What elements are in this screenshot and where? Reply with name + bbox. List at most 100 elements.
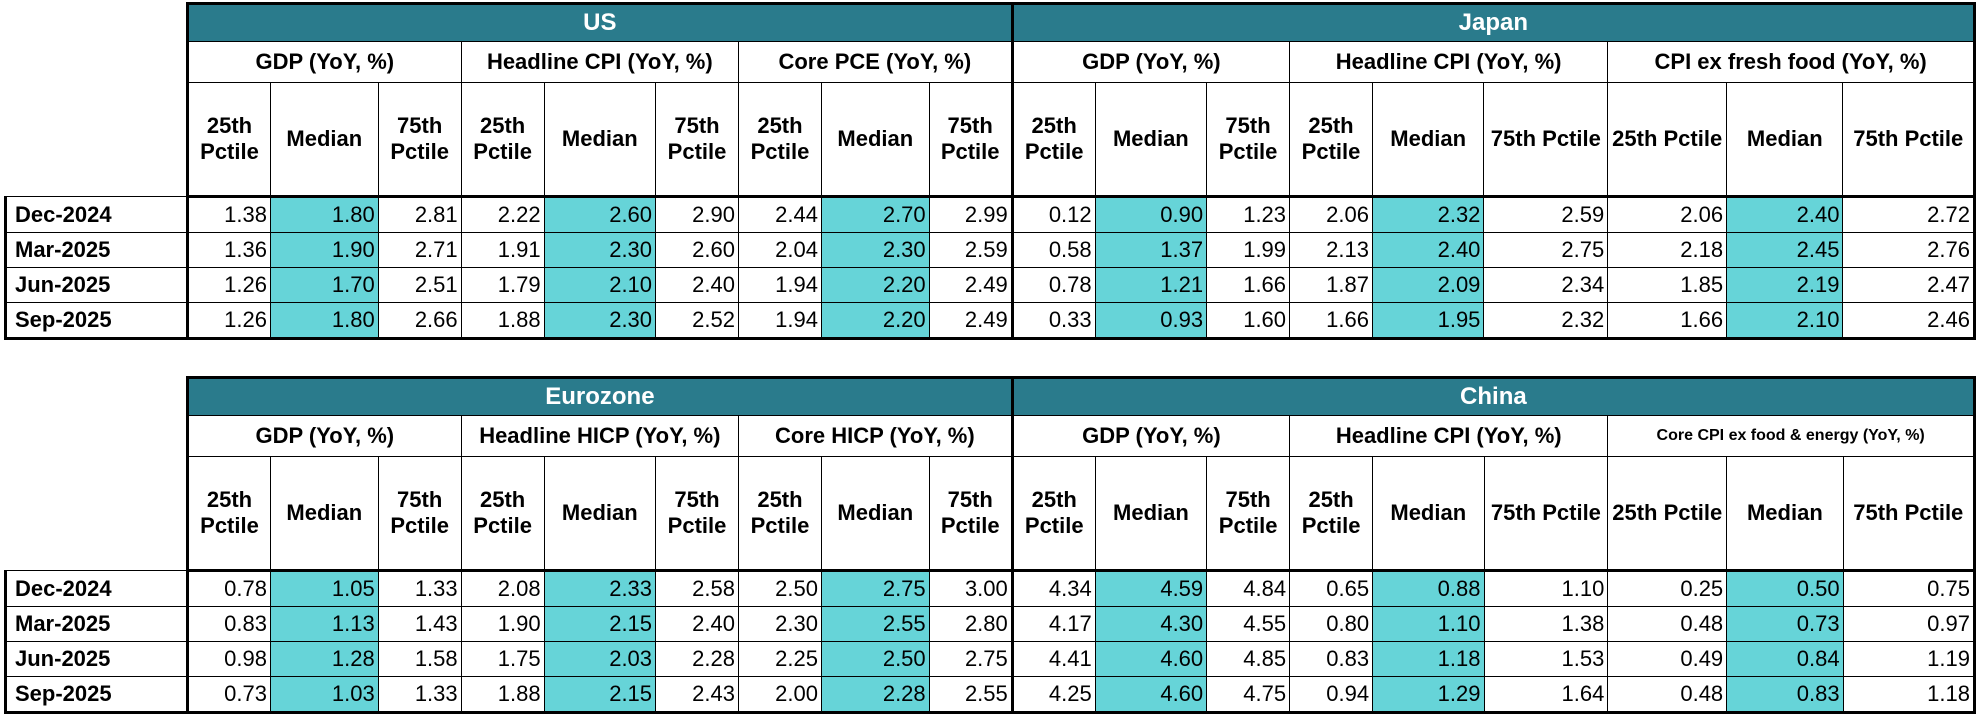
percentile-cell: 2.75 (929, 641, 1014, 677)
percentile-cell: 2.66 (378, 302, 462, 340)
percentile-cell: 2.52 (655, 302, 739, 340)
percentile-cell: 0.12 (1010, 196, 1096, 233)
row-label: Dec-2024 (3, 570, 189, 607)
median-cell: 2.15 (544, 676, 657, 714)
percentile-header: Median (1095, 82, 1208, 198)
median-cell: 2.30 (544, 302, 657, 340)
table-row: Mar-2025 0.83 1.13 1.43 1.90 2.15 2.40 2.30 2.55… (3, 606, 1977, 642)
percentile-cell: 2.00 (738, 676, 822, 714)
percentile-header: 25th Pctile (461, 456, 545, 572)
median-cell: 4.59 (1095, 570, 1208, 607)
median-cell: 2.40 (1372, 232, 1485, 268)
percentile-cell: 2.08 (461, 570, 545, 607)
region-header: China (1010, 376, 1977, 416)
percentile-cell: 0.58 (1010, 232, 1096, 268)
median-cell: 1.90 (270, 232, 379, 268)
percentile-cell: 2.40 (655, 267, 739, 303)
percentile-cell: 2.06 (1289, 196, 1373, 233)
percentile-cell: 1.38 (1484, 606, 1609, 642)
median-cell: 4.30 (1095, 606, 1208, 642)
median-cell: 2.75 (821, 570, 930, 607)
percentile-cell: 1.43 (378, 606, 462, 642)
median-cell: 2.40 (1726, 196, 1844, 233)
percentile-cell: 0.83 (186, 606, 271, 642)
percentile-cell: 1.60 (1206, 302, 1291, 340)
median-cell: 0.83 (1726, 676, 1844, 714)
percentile-cell: 4.25 (1010, 676, 1096, 714)
percentile-cell: 1.36 (186, 232, 271, 268)
percentile-cell: 2.46 (1842, 302, 1976, 340)
percentile-header: 25th Pctile (738, 456, 822, 572)
median-cell: 1.80 (270, 196, 379, 233)
percentile-cell: 2.59 (1483, 196, 1609, 233)
percentile-cell: 1.33 (378, 570, 462, 607)
table-row: Jun-2025 1.26 1.70 2.51 1.79 2.10 2.40 1.94 2.20… (3, 267, 1976, 303)
median-cell: 2.10 (1726, 302, 1844, 340)
metric-header: GDP (YoY, %) (186, 415, 462, 457)
percentile-cell: 0.80 (1289, 606, 1374, 642)
median-cell: 2.10 (544, 267, 657, 303)
row-label: Mar-2025 (3, 606, 189, 642)
percentile-cell: 2.71 (378, 232, 462, 268)
metric-header: GDP (YoY, %) (1010, 41, 1291, 83)
percentile-cell: 1.79 (461, 267, 545, 303)
percentile-cell: 2.18 (1607, 232, 1728, 268)
percentile-cell: 2.22 (461, 196, 545, 233)
percentile-cell: 1.38 (186, 196, 271, 233)
percentile-cell: 4.41 (1010, 641, 1096, 677)
percentile-cell: 1.75 (461, 641, 545, 677)
percentile-cell: 1.18 (1843, 676, 1977, 714)
percentile-header: 75th Pctile (1843, 456, 1977, 572)
median-cell: 1.37 (1095, 232, 1208, 268)
table-row: Jun-2025 0.98 1.28 1.58 1.75 2.03 2.28 2.25 2.50… (3, 641, 1977, 677)
percentile-cell: 2.13 (1289, 232, 1373, 268)
percentile-header: Median (821, 456, 930, 572)
percentile-header: 25th Pctile (186, 82, 271, 198)
percentile-header: 75th Pctile (1206, 82, 1291, 198)
percentile-cell: 2.32 (1483, 302, 1609, 340)
metric-header: Headline CPI (YoY, %) (461, 41, 739, 83)
percentile-cell: 4.34 (1010, 570, 1096, 607)
metric-header: GDP (YoY, %) (1010, 415, 1291, 457)
percentile-cell: 0.48 (1607, 676, 1728, 714)
percentile-cell: 0.97 (1843, 606, 1977, 642)
region-header: US (186, 2, 1013, 42)
percentile-cell: 1.10 (1484, 570, 1609, 607)
percentile-cell: 2.75 (1483, 232, 1609, 268)
percentile-cell: 2.80 (929, 606, 1014, 642)
median-cell: 2.50 (821, 641, 930, 677)
percentile-header: 25th Pctile (1289, 456, 1374, 572)
percentile-header: Median (1372, 456, 1485, 572)
median-cell: 0.84 (1726, 641, 1844, 677)
region-header: Japan (1010, 2, 1977, 42)
median-cell: 2.32 (1372, 196, 1485, 233)
median-cell: 2.03 (544, 641, 657, 677)
percentile-cell: 1.94 (738, 267, 822, 303)
percentile-cell: 1.53 (1484, 641, 1609, 677)
table-row: Dec-2024 0.78 1.05 1.33 2.08 2.33 2.58 2.50 2.75… (3, 570, 1977, 607)
median-cell: 0.90 (1095, 196, 1208, 233)
percentile-cell: 3.00 (929, 570, 1014, 607)
corner-blank (6, 416, 188, 457)
percentile-header: 75th Pctile (929, 82, 1013, 198)
percentile-header: 25th Pctile (1010, 456, 1096, 572)
corner-blank (6, 378, 188, 416)
median-cell: 0.93 (1095, 302, 1208, 340)
forecast-table-eurozone-china: Eurozone China GDP (YoY, %) Headline HICP (… (3, 376, 1977, 714)
percentile-cell: 1.66 (1607, 302, 1728, 340)
percentile-cell: 0.49 (1607, 641, 1728, 677)
percentile-cell: 1.85 (1607, 267, 1728, 303)
percentile-cell: 2.76 (1842, 232, 1976, 268)
percentile-cell: 2.49 (929, 267, 1014, 303)
forecast-table: US Japan GDP (YoY, %) Headline CPI (YoY, %)… (3, 2, 1977, 340)
percentile-cell: 2.81 (378, 196, 462, 233)
percentile-cell: 1.91 (461, 232, 545, 268)
median-cell: 4.60 (1095, 641, 1208, 677)
percentile-cell: 2.99 (929, 196, 1014, 233)
table-row: Mar-2025 1.36 1.90 2.71 1.91 2.30 2.60 2.04 2.30… (3, 232, 1976, 268)
percentile-cell: 0.33 (1010, 302, 1096, 340)
row-label: Jun-2025 (3, 267, 189, 303)
percentile-cell: 2.49 (929, 302, 1014, 340)
percentile-header: Median (1372, 82, 1485, 198)
median-cell: 1.28 (270, 641, 379, 677)
